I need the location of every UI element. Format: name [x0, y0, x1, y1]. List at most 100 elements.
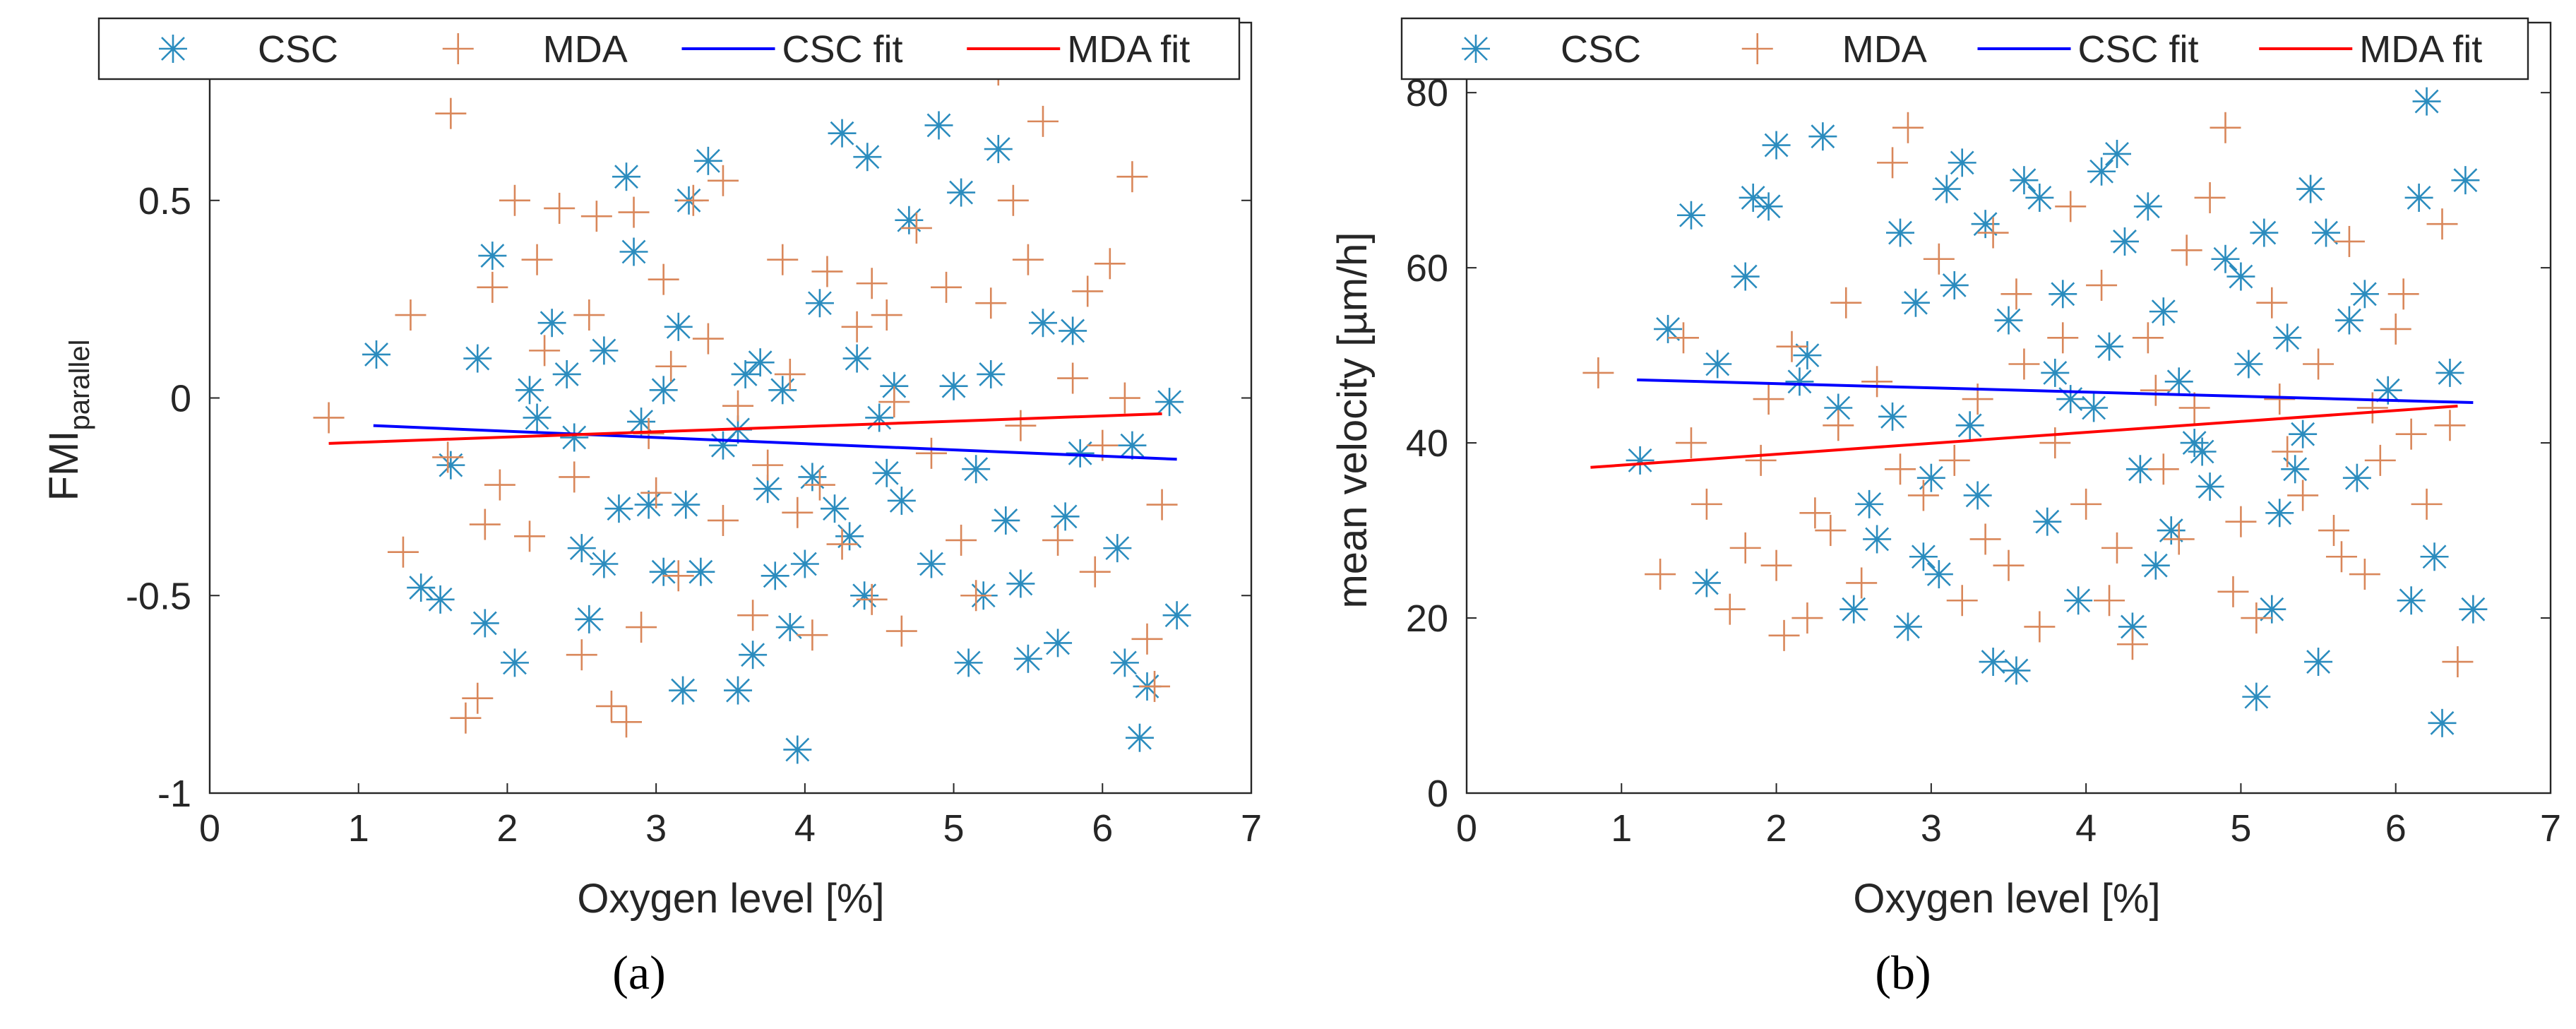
chart-a-csc-point-57 — [1013, 644, 1042, 673]
chart-a-mda-point-6 — [469, 508, 501, 540]
chart-a-xtick-label-2: 2 — [496, 807, 518, 850]
chart-b-xtick-label-1: 1 — [1611, 807, 1632, 850]
chart-b-mda-point-46 — [2364, 444, 2396, 476]
chart-b-csc-point-77 — [2188, 437, 2217, 466]
chart-b-csc-point-67-stroke-3 — [2438, 360, 2462, 385]
chart-b-mda-point-2 — [1668, 322, 1699, 354]
chart-a-mda-point-12 — [544, 192, 576, 224]
chart-b-fit-lines — [1590, 378, 2474, 469]
chart-b-mda-point-11 — [1815, 515, 1847, 547]
chart-b-mda-point-19 — [1946, 585, 1978, 617]
chart-a-csc-point-33-stroke-3 — [777, 615, 802, 639]
chart-b-csc-point-68 — [2451, 166, 2480, 195]
chart-b-csc-point-3-stroke-3 — [1694, 571, 1719, 595]
chart-a-csc-point-15 — [604, 494, 633, 523]
chart-a-csc-point-2-stroke-3 — [409, 576, 434, 600]
chart-a-legend-mda-label: MDA — [543, 28, 628, 71]
chart-a-csc-point-13 — [575, 605, 604, 634]
chart-b-csc-point-4 — [1703, 350, 1732, 379]
chart-b-csc-point-27-stroke-3 — [2012, 168, 2037, 193]
chart-b-mda-point-25 — [2039, 427, 2071, 459]
chart-b-xtick-label-2: 2 — [1766, 807, 1787, 850]
chart-a-csc-point-28 — [731, 359, 760, 388]
chart-a-csc-point-51 — [954, 648, 983, 677]
chart-b-csc-point-63 — [2404, 183, 2433, 212]
chart-a-csc-point-69-stroke-3 — [651, 559, 676, 584]
chart-b-mda-point-36 — [2210, 112, 2241, 143]
chart-b-csc-point-56 — [2296, 174, 2325, 203]
chart-a-csc-point-22 — [669, 676, 698, 705]
chart-a-csc-point-61-stroke-3 — [1061, 319, 1085, 343]
chart-a-csc-point-70-stroke-3 — [525, 405, 549, 430]
chart-a-mda-point-47 — [1027, 105, 1059, 137]
chart-b-csc-point-77-stroke-3 — [2190, 439, 2214, 464]
chart-b-csc-point-43 — [2149, 297, 2178, 326]
chart-a-mda-point-39 — [915, 437, 947, 469]
chart-a-mda-point-63 — [521, 244, 553, 275]
chart-a-legend-csc-label: CSC — [258, 28, 338, 71]
chart-b-csc-point-1 — [1654, 314, 1683, 343]
chart-a-ytick-label-1: -0.5 — [126, 575, 191, 617]
chart-a-mda-point-32 — [811, 256, 843, 287]
chart-b-csc-point-60-stroke-3 — [2344, 465, 2369, 490]
chart-b-csc-point-30 — [2033, 507, 2062, 536]
chart-a-csc-point-1-stroke-3 — [364, 343, 388, 367]
chart-b-csc-point-34-stroke-3 — [2082, 395, 2106, 420]
chart-b-mda-point-52 — [2434, 410, 2466, 441]
chart-a-csc-point-55-stroke-3 — [994, 508, 1018, 533]
chart-b-mda-point-10 — [1791, 602, 1823, 634]
chart-a-csc-point-14 — [590, 336, 619, 365]
chart-a-mda-point-50 — [1072, 275, 1104, 307]
chart-b-csc-point-1-stroke-3 — [1656, 317, 1680, 341]
chart-a-csc-point-51-stroke-3 — [956, 650, 981, 675]
chart-b-csc-point-13 — [1855, 489, 1884, 518]
chart-b-csc-point-8 — [1762, 131, 1791, 160]
chart-a-csc-point-38-stroke-3 — [830, 121, 854, 145]
chart-a-csc-point-8 — [500, 648, 529, 677]
chart-a-csc-point-79 — [560, 423, 589, 452]
chart-b-csc-point-56-stroke-3 — [2298, 177, 2323, 201]
chart-a-csc-point-25-stroke-3 — [696, 148, 720, 173]
chart-b-ylabel: mean velocity [µm/h] — [1330, 232, 1376, 608]
chart-a-mda-point-38 — [900, 212, 932, 244]
chart-b-mda-point-40 — [2272, 436, 2303, 468]
chart-b-mda-point-12 — [1830, 287, 1862, 319]
chart-b-csc-point-79-stroke-3 — [1904, 290, 1928, 315]
chart-a-mda-point-48 — [1042, 524, 1074, 556]
chart-b-xtick-label-3: 3 — [1921, 807, 1942, 850]
chart-a-csc-point-4 — [436, 451, 465, 480]
chart-b-mda-point-7 — [1760, 549, 1792, 581]
chart-b-csc-point-46-stroke-3 — [2198, 475, 2222, 499]
chart-b-mda-point-39 — [2256, 287, 2288, 319]
chart-b-mda-point-60 — [2325, 541, 2357, 573]
chart-a-mda-point-2 — [395, 299, 427, 331]
chart-a-csc-point-56-stroke-3 — [1008, 571, 1033, 596]
chart-a-legend-csc-fit-label: CSC fit — [782, 28, 903, 71]
chart-b-csc-point-74-stroke-3 — [2159, 518, 2183, 542]
chart-b-csc-point-9 — [1785, 367, 1814, 396]
chart-b-csc-point-62 — [2397, 586, 2426, 615]
chart-a-mda-point-52 — [1094, 248, 1126, 280]
chart-b-mda-point-28 — [2086, 269, 2118, 301]
chart-b-csc-point-57-stroke-3 — [2306, 650, 2330, 674]
chart-b-csc-point-54 — [2273, 323, 2302, 352]
chart-a-csc-point-71 — [590, 549, 619, 578]
chart-b-csc-point-76 — [1924, 560, 1953, 589]
chart-b-mda-point-31 — [2132, 322, 2164, 354]
chart-a-csc-point-33 — [775, 613, 804, 642]
chart-b-csc-point-36 — [2095, 332, 2124, 361]
chart-b-csc-point-71 — [1878, 402, 1907, 431]
chart-a-plot-area — [208, 21, 1253, 795]
chart-b-csc-point-2-stroke-3 — [1679, 203, 1703, 227]
chart-a-csc-fit-line — [373, 424, 1177, 461]
chart-b-csc-point-40 — [2125, 455, 2154, 484]
chart-b-csc-point-52 — [2258, 595, 2286, 624]
chart-b-csc-point-41-stroke-3 — [2135, 194, 2160, 219]
chart-a-series-csc — [362, 24, 1191, 764]
chart-a-mda-point-49 — [1057, 362, 1089, 394]
chart-a-csc-point-21-stroke-3 — [666, 314, 691, 339]
chart-a-mda-point-69 — [1079, 556, 1111, 588]
chart-a-csc-point-15-stroke-3 — [607, 496, 631, 521]
chart-b-csc-point-50-stroke-3 — [2244, 684, 2269, 709]
